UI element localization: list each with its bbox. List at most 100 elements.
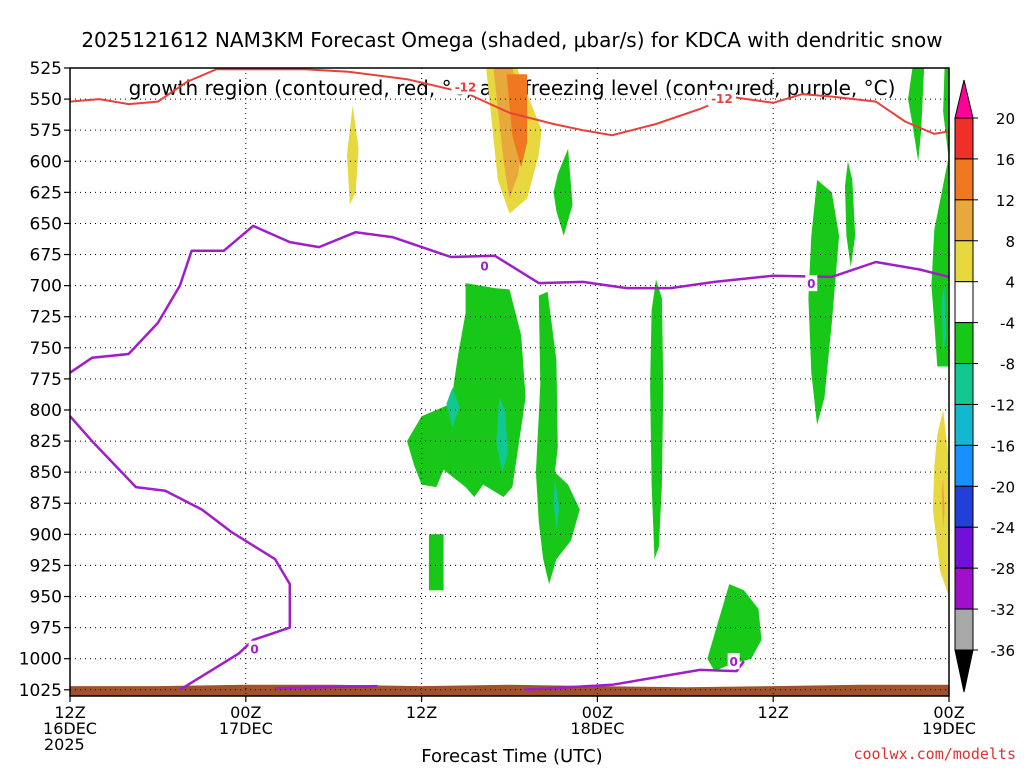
colorbar-bin: [954, 526, 974, 569]
y-tick-label: 825: [30, 432, 62, 452]
colorbar-label: 16: [996, 151, 1015, 169]
x-axis-title: Forecast Time (UTC): [421, 746, 603, 767]
y-tick-label: 675: [30, 246, 62, 266]
dendritic-contour-layer: -12 -12: [69, 68, 950, 137]
omega-region-20: [941, 478, 945, 529]
colorbar-bin: [954, 567, 974, 610]
omega-region-3: [506, 74, 528, 168]
dendritic-contour-m12: [69, 68, 950, 137]
y-tick-label: 950: [30, 588, 62, 608]
freezing-label-bg: [805, 275, 818, 292]
colorbar-bin: [954, 240, 974, 283]
omega-region-8: [428, 534, 444, 591]
omega-region-13: [707, 584, 762, 672]
freezing-contour-label: 0: [807, 277, 815, 291]
title-line-1: 2025121612 NAM3KM Forecast Omega (shaded…: [81, 28, 943, 52]
y-tick-label: 800: [30, 401, 62, 421]
y-tick-label: 925: [30, 556, 62, 576]
y-tick-label: 625: [30, 183, 62, 203]
x-tick-label: 00Z: [230, 703, 261, 722]
colorbar-bin: [954, 485, 974, 528]
omega-region-12: [931, 155, 949, 367]
y-tick-label: 525: [30, 59, 62, 79]
colorbar-label: 4: [1005, 274, 1015, 292]
x-tick-label: 00Z: [933, 703, 964, 722]
omega-region-15: [446, 387, 460, 429]
colorbar-label: -12: [991, 396, 1016, 414]
x-tick-label: 19DEC: [922, 719, 976, 738]
plot-frame: [69, 67, 950, 697]
colorbar-label: -16: [991, 437, 1016, 455]
omega-region-10: [845, 161, 856, 267]
colorbar-top-arrow: [954, 79, 974, 119]
colorbar-label: -28: [991, 560, 1016, 578]
chart-title: 2025121612 NAM3KM Forecast Omega (shaded…: [0, 4, 1024, 124]
colorbar-label: -4: [1000, 315, 1015, 333]
colorbar-bin: [954, 199, 974, 242]
freezing-contour-label: 0: [250, 643, 258, 657]
omega-region-18: [941, 285, 947, 354]
y-tick-label: 725: [30, 308, 62, 328]
colorbar-label: -8: [1000, 356, 1015, 374]
colorbar-label: 8: [1005, 233, 1015, 251]
terrain-fill: [70, 684, 949, 696]
y-tick-label: 550: [30, 90, 62, 110]
colorbar-label: 12: [996, 192, 1015, 210]
y-tick-label: 975: [30, 619, 62, 639]
x-tick-label: 16DEC: [43, 719, 97, 738]
y-axis: 525 550 575 600 625 650 675 700 725 750 775 800 825 8…: [19, 59, 70, 701]
x-tick-label: 17DEC: [219, 719, 273, 738]
dendritic-label-bg: [451, 78, 480, 95]
x-tick-label: 12Z: [758, 703, 789, 722]
colorbar-bottom-arrow: [954, 649, 974, 693]
omega-shading-layer: [346, 68, 949, 672]
dendritic-label-bg: [707, 89, 736, 106]
x-tick-label: 2025: [44, 735, 85, 754]
colorbar: 20 16 12 8 4 -4 -8 -12 -16 -20 -24 -28 -32 -36: [954, 79, 1016, 693]
freezing-level-layer: 0 0 0 0: [69, 224, 950, 692]
terrain-layer: [70, 684, 949, 696]
colorbar-bin: [954, 158, 974, 201]
y-tick-label: 650: [30, 214, 62, 234]
omega-region-9: [808, 179, 840, 425]
freezing-contour-label: 0: [480, 260, 488, 274]
omega-region-5: [407, 283, 526, 497]
omega-region-17: [553, 478, 560, 529]
freezing-label-bg: [248, 640, 261, 657]
freezing-contour-freezing-level-0C: [69, 224, 950, 374]
colorbar-label: 20: [996, 110, 1015, 128]
omega-region-14: [943, 68, 949, 162]
dendritic-contour-label: -12: [455, 81, 477, 95]
freezing-label-bg: [727, 653, 740, 670]
colorbar-bin: [954, 403, 974, 446]
y-tick-label: 700: [30, 277, 62, 297]
omega-region-0: [346, 105, 359, 205]
colorbar-bin: [954, 322, 974, 365]
colorbar-label: -20: [991, 478, 1016, 496]
freezing-contour-freezing-level-0C-surface: [275, 684, 378, 690]
freezing-contour-label: 0: [729, 655, 737, 669]
dendritic-contour-label: -12: [711, 92, 733, 106]
y-tick-label: 600: [30, 152, 62, 172]
y-tick-label: 775: [30, 370, 62, 390]
omega-region-6: [535, 291, 580, 585]
colorbar-label: -32: [991, 601, 1016, 619]
x-tick-label: 12Z: [406, 703, 437, 722]
x-tick-label: 00Z: [582, 703, 613, 722]
colorbar-bin: [954, 444, 974, 487]
omega-region-4: [553, 148, 573, 236]
y-tick-label: 1000: [19, 650, 62, 670]
x-tick-label: 18DEC: [570, 719, 624, 738]
freezing-label-bg: [478, 257, 491, 274]
y-tick-label: 1025: [19, 681, 62, 701]
y-tick-label: 750: [30, 339, 62, 359]
omega-region-11: [908, 68, 925, 162]
colorbar-bin: [954, 363, 974, 405]
colorbar-bin: [954, 281, 974, 324]
omega-region-16: [496, 397, 508, 473]
y-tick-label: 575: [30, 121, 62, 141]
colorbar-bin: [954, 117, 974, 160]
omega-region-7: [650, 279, 664, 560]
